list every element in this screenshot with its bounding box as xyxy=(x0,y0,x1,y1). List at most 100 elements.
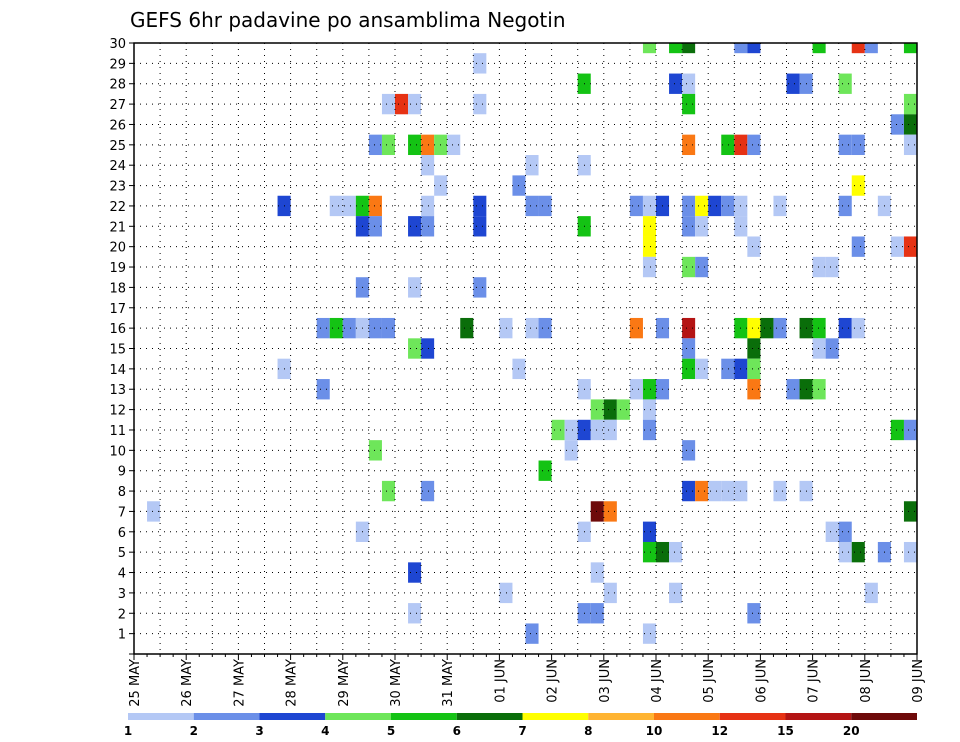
heatmap-cell xyxy=(747,317,761,339)
heatmap-cell xyxy=(903,134,917,156)
x-tick-label: 03 JUN xyxy=(598,659,613,703)
legend-color-swatch xyxy=(391,713,457,720)
x-tick-label: 06 JUN xyxy=(754,659,769,703)
grid-lines xyxy=(134,42,917,654)
heatmap-cell xyxy=(316,379,330,400)
heatmap-cell xyxy=(473,195,487,217)
heatmap-cell xyxy=(682,358,696,380)
y-tick-label: 22 xyxy=(109,200,126,215)
legend-level-label: 5 xyxy=(387,724,395,738)
x-tick-label: 04 JUN xyxy=(650,659,665,703)
heatmap-cell xyxy=(747,236,761,257)
plot-frame xyxy=(133,42,918,655)
heatmap-cell xyxy=(408,603,422,624)
legend-color-swatch xyxy=(588,713,654,720)
heatmap-cell xyxy=(695,358,709,380)
heatmap-cell xyxy=(629,317,643,339)
heatmap-cell xyxy=(838,195,852,217)
heatmap-cell xyxy=(851,317,865,339)
heatmap-cell xyxy=(603,399,617,420)
heatmap-cell xyxy=(890,236,904,257)
y-tick-label: 14 xyxy=(109,363,126,378)
heatmap-cell xyxy=(603,582,617,604)
heatmap-cell xyxy=(473,93,487,115)
x-tick-label: 29 MAY xyxy=(337,659,352,707)
legend-color-swatch xyxy=(719,713,786,720)
heatmap-cell xyxy=(642,379,656,400)
y-tick-label: 10 xyxy=(109,444,126,459)
color-legend: 1 2 3 4 5 6 7 8 10 12 15 20 xyxy=(124,713,917,738)
y-tick-label: 17 xyxy=(109,302,126,317)
heatmap-cell xyxy=(864,43,878,54)
heatmap-cell xyxy=(903,114,917,135)
heatmap-cell xyxy=(682,256,696,278)
heatmap-cell xyxy=(747,338,761,359)
y-tick-label: 15 xyxy=(109,343,126,358)
heatmap-cell xyxy=(682,43,696,54)
heatmap-cell xyxy=(734,43,748,54)
y-tick-label: 6 xyxy=(118,526,126,541)
legend-color-swatch xyxy=(128,713,194,720)
legend-color-swatch xyxy=(259,713,326,720)
heatmap-cell xyxy=(421,195,435,217)
heatmap-cell xyxy=(590,419,604,441)
y-tick-label: 5 xyxy=(118,546,126,561)
heatmap-cell xyxy=(368,195,382,217)
chart-title: GEFS 6hr padavine po ansamblima Negotin xyxy=(130,8,566,32)
legend-color-swatch xyxy=(785,713,852,720)
y-tick-label: 21 xyxy=(109,220,126,235)
legend-level-label: 8 xyxy=(584,724,592,738)
legend-level-label: 2 xyxy=(190,724,198,738)
heatmap-cell xyxy=(642,236,656,257)
heatmap-cell xyxy=(408,562,422,583)
heatmap-cell xyxy=(903,541,917,563)
heatmap-cell xyxy=(381,480,395,502)
heatmap-cell xyxy=(499,317,513,339)
heatmap-cell xyxy=(864,582,878,604)
heatmap-cell xyxy=(682,93,696,115)
legend-level-label: 20 xyxy=(843,724,860,738)
heatmap-cell xyxy=(538,460,552,481)
heatmap-cell xyxy=(642,256,656,278)
x-axis-labels: 25 MAY 26 MAY 27 MAY 28 MAY 29 MAY 30 MAY 31 M… xyxy=(128,659,926,707)
heatmap-cell xyxy=(538,195,552,217)
heatmap-cell xyxy=(851,236,865,257)
heatmap-cell xyxy=(381,93,395,115)
heatmap-cell xyxy=(773,195,787,217)
heatmap-cell xyxy=(408,216,422,237)
y-tick-label: 12 xyxy=(109,404,126,419)
heatmap-cell xyxy=(629,195,643,217)
heatmap-cell xyxy=(695,195,709,217)
heatmap-cell xyxy=(590,501,604,522)
heatmap-cell xyxy=(747,603,761,624)
heatmap-cell xyxy=(408,134,422,156)
legend-level-label: 15 xyxy=(777,724,794,738)
heatmap-cell xyxy=(642,541,656,563)
heatmap-cell xyxy=(368,134,382,156)
heatmap-cell xyxy=(616,399,630,420)
x-tick-label: 09 JUN xyxy=(911,659,926,703)
heatmap-cell xyxy=(564,440,578,461)
x-tick-label: 02 JUN xyxy=(546,659,561,703)
heatmap-cell xyxy=(890,114,904,135)
heatmap-cell xyxy=(395,93,409,115)
heatmap-cell xyxy=(564,419,578,441)
y-tick-label: 1 xyxy=(118,628,126,643)
heatmap-cell xyxy=(903,501,917,522)
legend-color-swatch xyxy=(325,713,391,720)
heatmap-cell xyxy=(682,216,696,237)
heatmap-cell xyxy=(851,175,865,196)
heatmap-cell xyxy=(708,195,722,217)
heatmap-cell xyxy=(682,440,696,461)
heatmap-cell xyxy=(721,480,735,502)
heatmap-cell xyxy=(603,501,617,522)
heatmap-cell xyxy=(812,379,826,400)
heatmap-cell xyxy=(525,623,539,644)
heatmap-cell xyxy=(825,338,839,359)
heatmap-cell xyxy=(669,73,683,94)
x-tick-label: 08 JUN xyxy=(859,659,874,703)
heatmap-cell xyxy=(538,317,552,339)
y-tick-label: 27 xyxy=(109,98,126,113)
heatmap-cell xyxy=(695,256,709,278)
